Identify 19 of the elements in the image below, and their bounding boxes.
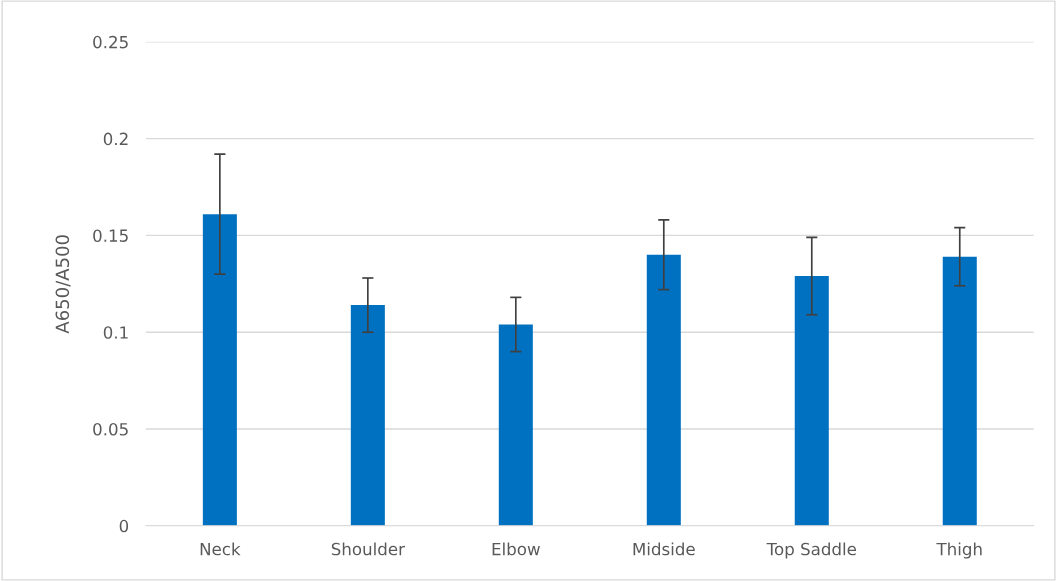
y-axis-title: A650/A500 — [55, 235, 71, 334]
x-tick-label: Midside — [633, 542, 695, 556]
x-tick-label: Top Saddle — [766, 542, 857, 559]
x-tick-label: Shoulder — [331, 542, 405, 556]
y-tick-label: 0 — [119, 519, 129, 533]
x-tick-label: Thigh — [936, 542, 982, 559]
bar — [350, 305, 385, 526]
bar — [794, 276, 829, 526]
y-tick-label: 0.05 — [93, 422, 128, 436]
bar — [202, 214, 237, 526]
y-tick-label: 0.1 — [103, 326, 128, 339]
y-tick-label: 0.2 — [103, 132, 128, 146]
y-tick-label: 0.25 — [93, 35, 128, 49]
y-tick-label: 0.15 — [93, 229, 128, 242]
bar — [498, 324, 533, 526]
x-tick-label: Elbow — [492, 542, 540, 556]
bar — [646, 254, 681, 526]
x-tick-label: Neck — [200, 542, 241, 556]
bar — [942, 256, 977, 526]
